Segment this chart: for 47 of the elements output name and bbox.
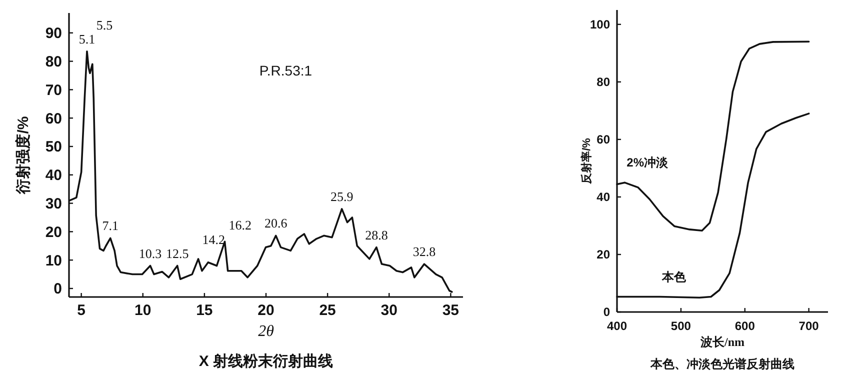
x-tick-label: 25: [319, 302, 336, 319]
y-tick-label: 50: [45, 138, 62, 156]
annotation: P.R.53:1: [259, 62, 312, 78]
y-tick-label: 100: [590, 18, 610, 32]
annotation: 20.6: [264, 216, 288, 231]
annotation: 7.1: [102, 218, 118, 234]
text: 本色、冲淡色光谱反射曲线: [650, 357, 794, 371]
x-tick-label: 400: [606, 319, 628, 333]
series-label: 本色: [660, 270, 687, 284]
annotation: 14.2: [202, 232, 226, 247]
annotation: 12.5: [166, 246, 189, 261]
y-tick-label: 70: [45, 82, 62, 99]
annotation: 25.9: [330, 188, 354, 204]
x-tick-label: 15: [196, 302, 213, 319]
y-tick-label: 0: [54, 280, 62, 298]
x-tick-label: 5: [77, 302, 86, 319]
text: X 射线粉末衍射曲线: [198, 353, 334, 370]
x-tick-label: 30: [380, 302, 398, 319]
x-axis-title: 波长/nm: [699, 335, 745, 349]
annotation: 10.3: [138, 246, 162, 261]
annotation: 28.8: [365, 227, 388, 242]
y-tick-label: 40: [45, 167, 62, 184]
x-axis-title: 2θ: [258, 323, 274, 340]
y-tick-label: 80: [596, 75, 610, 90]
series-label: 2%冲淡: [626, 156, 670, 170]
y-tick-label: 80: [45, 54, 62, 71]
x-tick-label: 20: [258, 302, 274, 319]
y-tick-label: 20: [45, 224, 62, 241]
y-tick-label: 10: [45, 252, 62, 270]
annotation: 32.8: [412, 244, 436, 260]
x-tick-label: 700: [798, 319, 820, 333]
y-axis-title: 衍射强度/%: [14, 116, 32, 195]
annotation: 5.5: [96, 17, 113, 32]
y-axis-title: 反射率/%: [580, 138, 593, 185]
y-tick-label: 40: [596, 190, 610, 204]
x-tick-label: 500: [670, 319, 692, 333]
y-tick-label: 20: [596, 248, 610, 262]
y-tick-label: 60: [45, 110, 62, 128]
y-tick-label: 30: [45, 196, 62, 213]
y-tick-label: 60: [596, 132, 610, 147]
y-tick-label: 0: [603, 305, 610, 320]
annotation: 5.1: [78, 31, 96, 46]
x-tick-label: 35: [442, 302, 460, 319]
x-tick-label: 600: [734, 319, 756, 333]
x-tick-label: 10: [134, 302, 152, 319]
y-tick-label: 90: [45, 25, 62, 42]
annotation: 16.2: [228, 218, 252, 233]
